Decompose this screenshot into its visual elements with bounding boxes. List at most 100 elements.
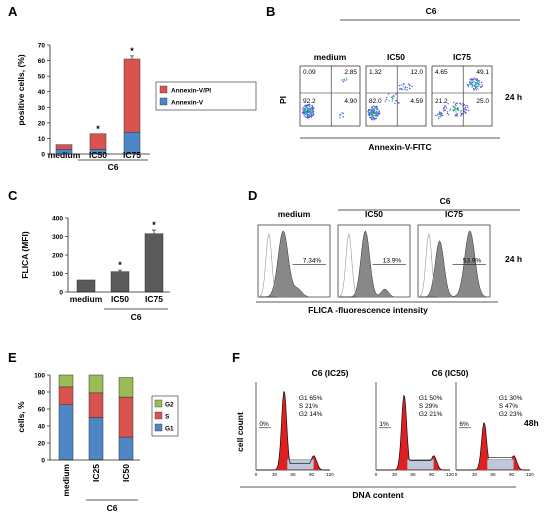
b-event-dot [375, 112, 377, 114]
b-event-dot [370, 118, 373, 120]
b-event-dot [307, 114, 309, 116]
b-event-dot [448, 114, 450, 116]
f-xtick-label: 30 [392, 472, 398, 477]
b-event-dot [371, 114, 373, 117]
b-event-dot [475, 89, 477, 91]
e-legend-swatch-g1 [154, 423, 163, 432]
f-xtick-label: 120 [526, 472, 534, 477]
b-event-dot [463, 103, 465, 106]
b-event-dot [307, 117, 309, 119]
f-phase-stat: G2 14% [299, 411, 323, 418]
b-event-dot [440, 112, 443, 114]
e-legend-s: S [165, 414, 170, 421]
b-event-dot [367, 111, 370, 114]
b-event-dot [308, 109, 310, 111]
panel-letter-e: E [8, 350, 17, 365]
b-event-dot [373, 105, 375, 107]
b-event-dot [374, 110, 376, 112]
b-event-dot [369, 116, 371, 118]
a-legend-box [155, 81, 257, 111]
b-xlabel: Annexin-V-FITC [368, 142, 431, 152]
f-phase-stat: G2 23% [499, 411, 523, 418]
f-title-2: C6 (IC25) [312, 368, 349, 378]
b-event-dot [404, 88, 406, 91]
f-phase-stat: G1 65% [299, 395, 323, 402]
d-plot-frame [337, 224, 411, 298]
f-s-phase-fill [406, 459, 434, 470]
b-event-dot [443, 105, 446, 107]
f-xtick-label: 120 [446, 472, 454, 477]
e-bar-g2 [88, 374, 104, 394]
b-event-dot [375, 106, 378, 109]
b-event-dot [456, 113, 458, 116]
b-event-dot [437, 113, 439, 115]
b-event-dot [342, 112, 344, 115]
e-ytick-label: 100 [34, 373, 45, 380]
d-histogram-fill [418, 230, 491, 298]
b-quadrant-ul: 1.32 [369, 69, 382, 76]
e-bar-g1 [58, 404, 74, 461]
b-event-dot [479, 83, 481, 86]
e-legend-swatch-s [154, 411, 163, 420]
b-event-dot [406, 86, 408, 89]
b-event-dot [469, 81, 471, 83]
b-event-dot [476, 86, 478, 89]
b-event-dot [401, 88, 404, 91]
b-event-dot [309, 115, 312, 118]
b-event-dot [368, 109, 370, 112]
b-event-dot [473, 87, 475, 90]
f-xtick-label: 90 [309, 472, 315, 477]
b-event-dot [443, 107, 445, 109]
panel-letter-c: C [8, 188, 18, 203]
b-event-dot [436, 114, 439, 116]
b-event-dot [376, 115, 379, 117]
e-legend-swatch-g2 [154, 399, 163, 408]
b-quadrant-lr: 4.90 [344, 98, 357, 105]
b-event-dot [404, 87, 406, 89]
b-event-dot [398, 88, 401, 90]
b-event-dot [339, 113, 342, 116]
f-phase-stat: S 29% [419, 403, 438, 410]
b-event-dot [306, 115, 309, 118]
b-event-dot [304, 110, 307, 113]
b-event-dot [474, 82, 477, 84]
b-event-dot [309, 104, 311, 106]
b-event-dot [305, 106, 307, 109]
a-ylabel: positive cells, (%) [16, 54, 26, 125]
a-significance: * [130, 46, 134, 56]
b-event-dot [470, 79, 472, 81]
b-event-dot [481, 85, 483, 87]
a-bar-annexin-pi [55, 144, 73, 150]
f-g1-g2-fill [256, 391, 330, 470]
panel-c-chart: FLICA (MFI) 0 100 200 300 400 * * medium IC50 I… [20, 216, 170, 322]
b-event-dot [478, 85, 480, 87]
b-event-dot [453, 101, 455, 104]
b-event-dot [438, 117, 440, 120]
b-event-dot [310, 116, 312, 119]
b-event-dot [305, 112, 307, 114]
b-event-dot [309, 105, 311, 108]
a-bar-annexin-pi [89, 133, 107, 150]
b-event-dot [439, 114, 441, 116]
b-event-dot [439, 111, 441, 113]
b-event-dot [375, 117, 378, 120]
b-event-dot [391, 100, 393, 102]
b-event-dot [304, 109, 306, 111]
b-event-dot [446, 112, 449, 115]
b-event-dot [341, 79, 343, 81]
f-ylabel: cell count [235, 412, 245, 452]
f-histogram-outline [456, 422, 530, 471]
b-event-dot [346, 79, 348, 81]
b-event-dot [388, 100, 390, 102]
b-plot-title: IC75 [453, 52, 471, 62]
b-event-dot [385, 99, 388, 101]
a-ytick-label: 0 [41, 152, 45, 159]
b-event-dot [311, 107, 314, 110]
b-quadrant-ll: 21.2 [435, 98, 448, 105]
b-event-dot [307, 103, 310, 106]
b-event-dot [473, 81, 475, 83]
b-event-dot [475, 83, 477, 86]
c-group-label: C6 [131, 312, 142, 322]
f-xtick-label: 60 [290, 472, 296, 477]
b-event-dot [443, 110, 445, 112]
